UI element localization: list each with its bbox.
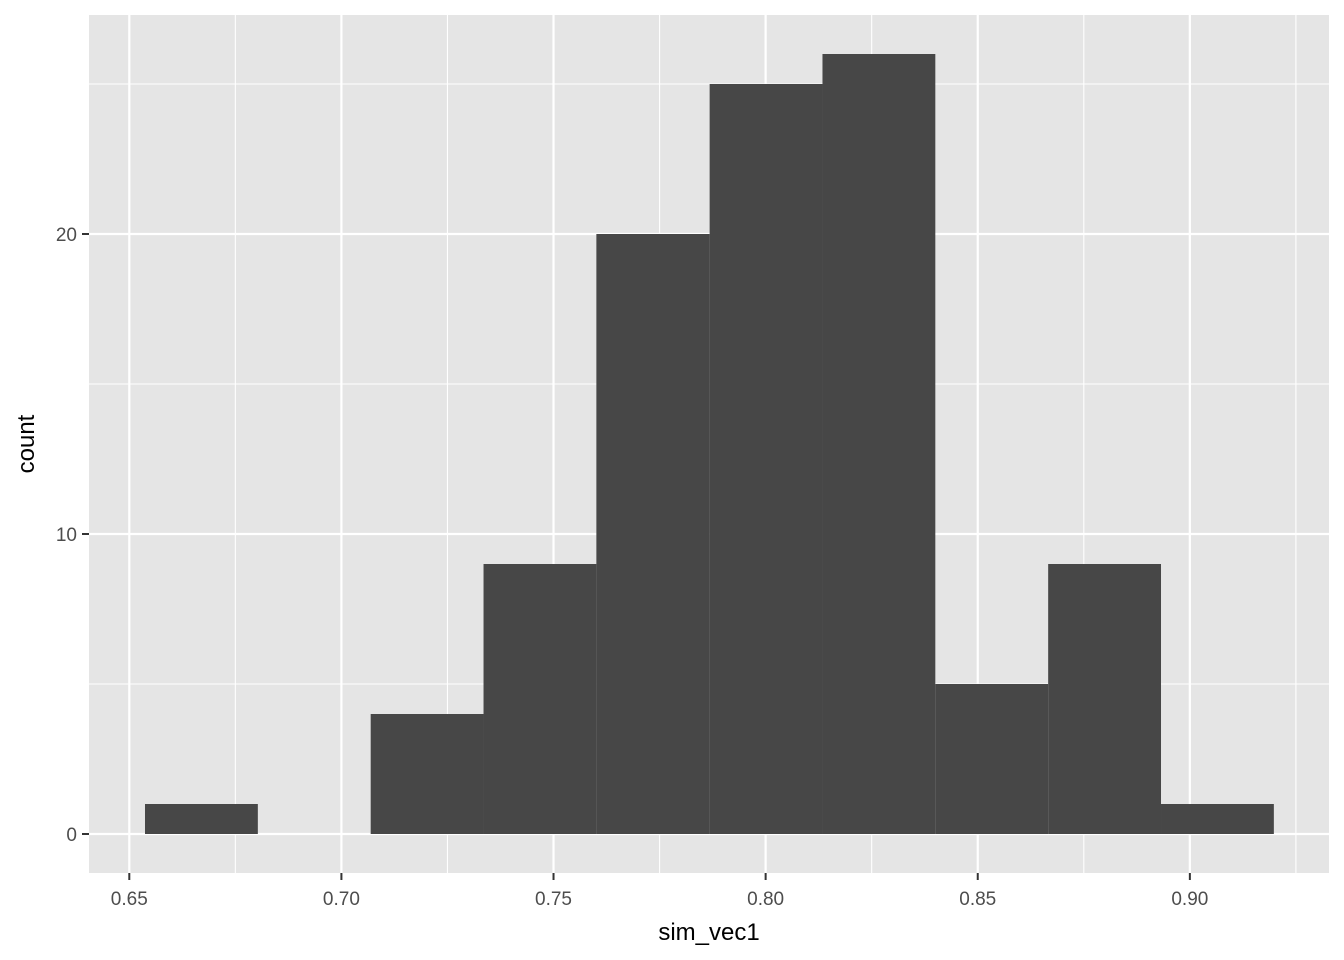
x-tick-label: 0.70 (323, 889, 360, 910)
x-tick-label: 0.80 (747, 889, 784, 910)
x-tick-label: 0.90 (1171, 889, 1208, 910)
y-tick-label: 10 (56, 525, 77, 546)
y-tick-label: 0 (66, 825, 77, 846)
x-tick-label: 0.65 (111, 889, 148, 910)
histogram-bar (370, 714, 484, 834)
histogram-bar (822, 54, 936, 834)
x-axis-title: sim_vec1 (658, 919, 759, 946)
histogram-bar (1048, 564, 1162, 834)
y-axis-title: count (13, 414, 40, 473)
histogram-bar (144, 804, 258, 834)
histogram-bar (596, 234, 710, 834)
y-axis: 0 10 20 (56, 225, 89, 846)
histogram-bar (709, 84, 823, 834)
major-grid (89, 15, 1329, 873)
x-tick-label: 0.85 (959, 889, 996, 910)
histogram-bar (935, 684, 1049, 834)
y-tick-label: 20 (56, 225, 77, 246)
histogram-bar (1161, 804, 1274, 834)
bars (144, 54, 1274, 834)
histogram-bar (483, 564, 597, 834)
x-axis: 0.65 0.70 0.75 0.80 0.85 0.90 (111, 873, 1208, 910)
x-tick-label: 0.75 (535, 889, 572, 910)
